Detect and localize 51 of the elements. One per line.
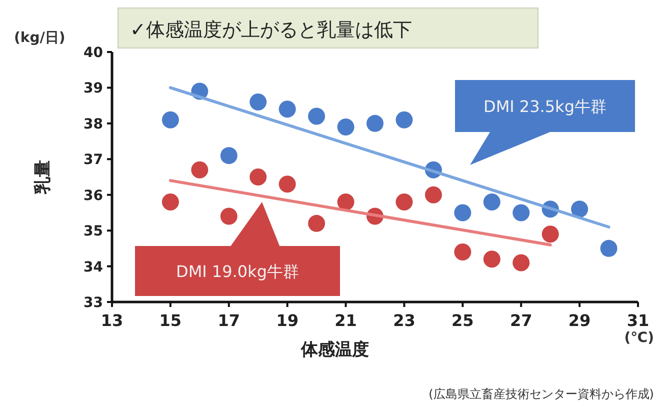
- x-tick-label: 25: [452, 311, 474, 330]
- point: [483, 194, 500, 210]
- title: ✓体感温度が上がると乳量は低下: [118, 8, 538, 48]
- y-tick-label: 33: [84, 295, 103, 311]
- point: [250, 168, 267, 186]
- y-tick-label: 38: [84, 116, 103, 132]
- point: [512, 204, 530, 222]
- point: [337, 194, 354, 210]
- point: [542, 226, 559, 243]
- x-axis-title: 体感温度: [300, 340, 369, 360]
- point: [337, 118, 354, 136]
- point: [366, 114, 384, 132]
- point: [220, 147, 238, 164]
- y-tick-label: 37: [84, 152, 103, 168]
- point: [600, 240, 618, 257]
- point: [308, 214, 326, 232]
- point: [454, 244, 472, 260]
- x-tick-label: 15: [159, 311, 182, 330]
- x-tick-label: 13: [100, 311, 124, 330]
- point: [396, 194, 413, 210]
- y-tick-label: 40: [84, 45, 104, 61]
- point: [308, 108, 326, 125]
- x-tick-label: 31: [626, 311, 650, 330]
- text: (℃): [624, 330, 654, 346]
- text: (kg/日): [14, 30, 66, 46]
- point: [278, 100, 296, 118]
- point: [454, 204, 472, 222]
- point: [483, 250, 500, 268]
- point: [191, 161, 208, 178]
- y-tick-label: 35: [84, 224, 103, 240]
- x-tick-label: 29: [568, 311, 591, 330]
- y-tick-label: 39: [84, 80, 103, 97]
- y-tick-label: 34: [84, 259, 104, 276]
- x-tick-label: 19: [276, 311, 298, 330]
- point: [396, 111, 413, 128]
- point: [162, 111, 179, 128]
- point: [162, 194, 179, 210]
- chart-title: ✓体感温度が上がると乳量は低下: [130, 19, 412, 41]
- y-tick-label: 36: [84, 188, 103, 204]
- point: [278, 176, 296, 193]
- x-tick-label: 21: [334, 311, 357, 330]
- point: [250, 94, 267, 110]
- point: [220, 208, 238, 225]
- point: [571, 200, 588, 218]
- x-tick-label: 17: [218, 311, 240, 330]
- y-axis-title: 乳量: [33, 160, 53, 195]
- point: [424, 186, 442, 204]
- text: (広島県立畜産技術センター資料から作成): [428, 387, 654, 401]
- x-tick-label: 23: [393, 311, 416, 330]
- x-tick-label: 27: [510, 311, 532, 330]
- point: [512, 254, 530, 272]
